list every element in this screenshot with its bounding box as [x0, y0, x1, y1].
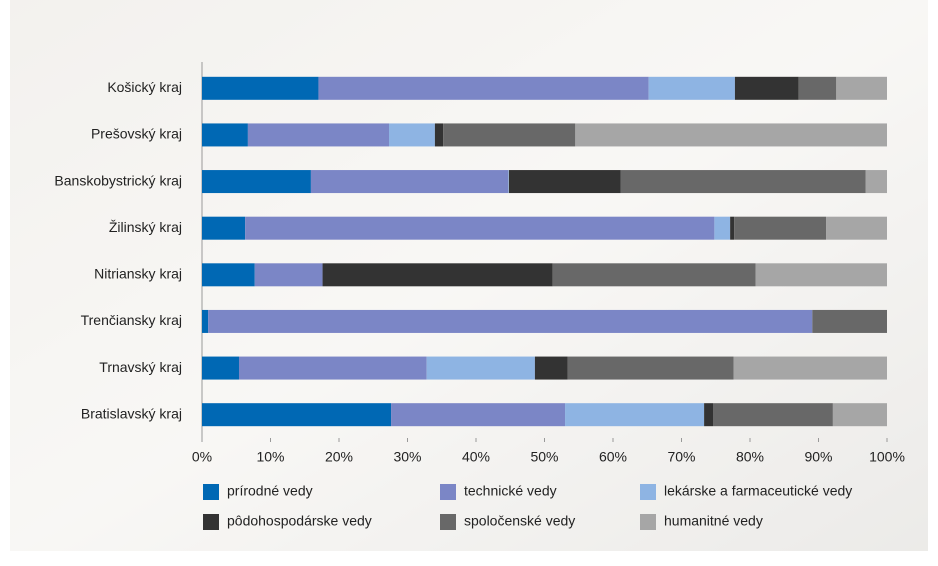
bar-segment	[734, 76, 799, 100]
bar-segment	[798, 76, 837, 100]
x-tick-label: 30%	[393, 449, 421, 465]
legend-swatch	[640, 514, 656, 530]
legend-label: humanitné vedy	[664, 513, 763, 529]
legend-label: prírodné vedy	[227, 483, 313, 499]
bar-segment	[733, 356, 887, 380]
legend-swatch	[440, 484, 456, 500]
bar-segment	[443, 123, 576, 147]
x-tick-label: 50%	[530, 449, 558, 465]
bar-segment	[310, 170, 509, 194]
y-tick-label: Prešovský kraj	[91, 126, 182, 142]
x-tick-label: 60%	[599, 449, 627, 465]
legend-swatch	[203, 514, 219, 530]
bar-segment	[508, 170, 509, 194]
bar-segment	[318, 76, 649, 100]
legend-swatch	[203, 484, 219, 500]
y-tick-label: Trenčiansky kraj	[81, 312, 182, 328]
legend-swatch	[640, 484, 656, 500]
bar-segment	[826, 216, 887, 240]
bar-segment	[208, 309, 813, 333]
bar-segment	[202, 216, 246, 240]
bar-segment	[247, 123, 390, 147]
bar-segment	[755, 263, 887, 287]
bar-segment	[865, 170, 887, 194]
bar-segment	[322, 263, 553, 287]
legend-label: lekárske a farmaceutické vedy	[664, 483, 852, 499]
bar-segment	[565, 403, 705, 427]
y-tick-label: Banskobystrický kraj	[54, 172, 182, 188]
x-tick-label: 20%	[325, 449, 353, 465]
bar-segment	[245, 216, 715, 240]
y-tick-label: Bratislavský kraj	[81, 405, 182, 421]
y-tick-label: Trnavský kraj	[99, 359, 182, 375]
x-tick-label: 10%	[256, 449, 284, 465]
bar-segment	[238, 356, 427, 380]
x-tick-label: 40%	[462, 449, 490, 465]
legend-swatch	[440, 514, 456, 530]
bar-segment	[389, 123, 435, 147]
x-tick-label: 70%	[667, 449, 695, 465]
bar-segment	[714, 216, 731, 240]
bar-segment	[534, 356, 568, 380]
bar-segment	[391, 403, 566, 427]
x-tick-label: 0%	[192, 449, 212, 465]
bar-segment	[202, 76, 319, 100]
bar-segment	[552, 263, 756, 287]
bar-segment	[254, 263, 323, 287]
bar-segment	[202, 123, 248, 147]
bar-segment	[202, 309, 209, 333]
bar-segment	[567, 356, 734, 380]
bar-segment	[836, 76, 887, 100]
bar-segment	[620, 170, 866, 194]
bar-segment	[812, 309, 887, 333]
bar-segment	[832, 403, 887, 427]
x-tick-label: 80%	[736, 449, 764, 465]
legend-label: spoločenské vedy	[464, 513, 575, 529]
y-tick-label: Nitriansky kraj	[94, 266, 182, 282]
bar-segment	[202, 170, 311, 194]
bar-segment	[648, 76, 735, 100]
bar-segment	[508, 170, 621, 194]
y-tick-label: Košický kraj	[107, 79, 182, 95]
bar-segment	[202, 403, 392, 427]
bar-segment	[730, 216, 735, 240]
bar-segment	[434, 123, 444, 147]
y-tick-label: Žilinský kraj	[109, 219, 182, 235]
bar-segment	[202, 263, 255, 287]
bar-segment	[426, 356, 535, 380]
x-tick-label: 90%	[804, 449, 832, 465]
legend-label: pôdohospodárske vedy	[227, 513, 372, 529]
x-tick-label: 100%	[869, 449, 905, 465]
bar-segment	[704, 403, 714, 427]
bar-segment	[202, 356, 239, 380]
bar-segment	[734, 216, 827, 240]
bar-segment	[713, 403, 833, 427]
legend-label: technické vedy	[464, 483, 557, 499]
bar-segment	[575, 123, 887, 147]
